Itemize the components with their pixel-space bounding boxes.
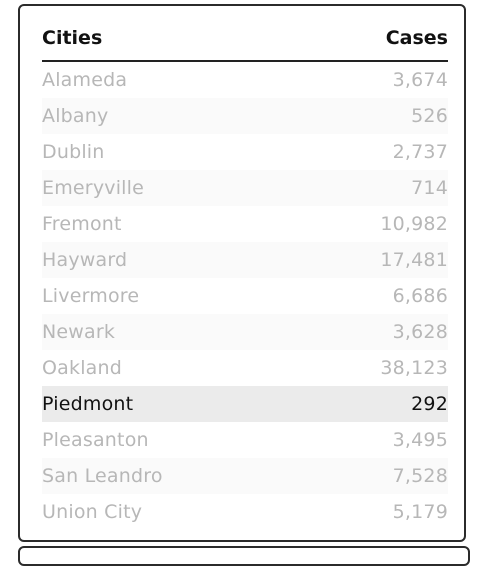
city-cell: Albany xyxy=(42,98,303,134)
table-row[interactable]: Piedmont 292 xyxy=(42,386,448,422)
city-cell: Emeryville xyxy=(42,170,303,206)
table-row[interactable]: Pleasanton 3,495 xyxy=(42,422,448,458)
table-row[interactable]: Newark 3,628 xyxy=(42,314,448,350)
table-row[interactable]: Alameda 3,674 xyxy=(42,61,448,98)
table-body: Alameda 3,674 Albany 526 Dublin 2,737 Emeryvil… xyxy=(42,61,448,530)
table-row[interactable]: Livermore 6,686 xyxy=(42,278,448,314)
city-cell: Alameda xyxy=(42,69,128,91)
table-row[interactable]: Union City 5,179 xyxy=(42,494,448,530)
table-row[interactable]: Hayward 17,481 xyxy=(42,242,448,278)
column-header-cases[interactable]: Cases xyxy=(302,20,448,62)
city-cell: San Leandro xyxy=(42,458,303,494)
city-cell: Hayward xyxy=(42,242,303,278)
column-header-cities[interactable]: Cities xyxy=(42,20,303,62)
cases-table: Cities Cases Alameda 3,674 Albany 526 Dublin… xyxy=(42,20,448,530)
header-row: Cities Cases xyxy=(42,20,448,62)
cases-cell: 17,481 xyxy=(302,242,448,278)
table-row[interactable]: Albany 526 xyxy=(42,98,448,134)
city-cell: Pleasanton xyxy=(42,429,149,451)
table-row[interactable]: San Leandro 7,528 xyxy=(42,458,448,494)
city-cell: Dublin xyxy=(42,141,105,163)
cases-table-panel: Cities Cases Alameda 3,674 Albany 526 Dublin… xyxy=(18,4,466,542)
cases-cell: 6,686 xyxy=(392,285,448,307)
cases-cell: 292 xyxy=(302,386,448,422)
city-cell: Union City xyxy=(42,501,143,523)
cases-cell: 3,628 xyxy=(302,314,448,350)
table-header: Cities Cases xyxy=(42,20,448,62)
cases-cell: 2,737 xyxy=(392,141,448,163)
cases-cell: 7,528 xyxy=(302,458,448,494)
city-cell: Newark xyxy=(42,314,303,350)
table-row[interactable]: Fremont 10,982 xyxy=(42,206,448,242)
city-cell: Oakland xyxy=(42,357,123,379)
cases-cell: 38,123 xyxy=(380,357,448,379)
table-row[interactable]: Dublin 2,737 xyxy=(42,134,448,170)
city-cell: Livermore xyxy=(42,285,140,307)
table-row[interactable]: Emeryville 714 xyxy=(42,170,448,206)
city-cell: Fremont xyxy=(42,213,122,235)
cases-cell: 10,982 xyxy=(380,213,448,235)
cases-cell: 714 xyxy=(302,170,448,206)
cases-cell: 3,495 xyxy=(392,429,448,451)
table-row[interactable]: Oakland 38,123 xyxy=(42,350,448,386)
cases-cell: 526 xyxy=(302,98,448,134)
city-cell: Piedmont xyxy=(42,386,303,422)
cases-cell: 3,674 xyxy=(392,69,448,91)
cases-cell: 5,179 xyxy=(392,501,448,523)
next-panel-edge xyxy=(18,546,470,566)
